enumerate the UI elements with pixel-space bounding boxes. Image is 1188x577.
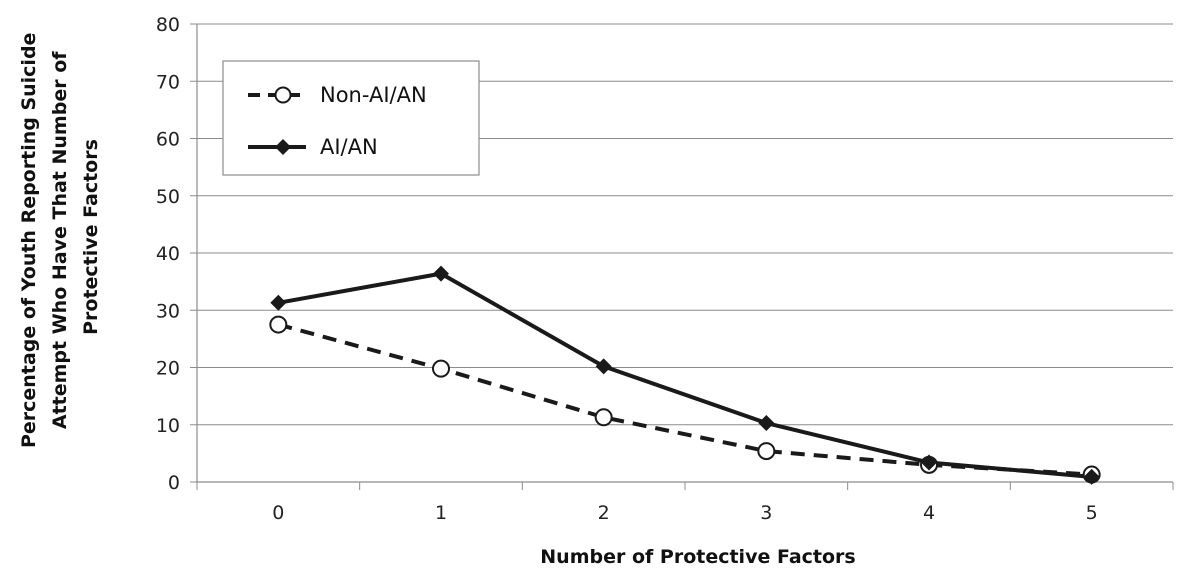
y-axis-title-line-3: Protective Factors — [80, 139, 102, 335]
series-lines — [270, 266, 1099, 485]
point-ai-an-0 — [270, 295, 286, 311]
point-ai-an-1 — [433, 266, 449, 282]
series-line-ai-an — [278, 274, 1091, 477]
series-line-non-ai-an — [278, 325, 1091, 475]
y-tick-label-80: 80 — [156, 14, 180, 36]
y-tick-label-0: 0 — [168, 472, 180, 494]
y-tick-label-70: 70 — [156, 71, 180, 93]
x-tick-label-0: 0 — [272, 502, 284, 524]
y-tick-label-40: 40 — [156, 243, 180, 265]
legend-label-ai-an: AI/AN — [320, 135, 378, 159]
y-tick-label-30: 30 — [156, 300, 180, 322]
legend-swatch-marker-non-ai-an — [276, 88, 291, 103]
point-non-ai-an-1 — [433, 361, 449, 377]
y-tick-label-60: 60 — [156, 129, 180, 151]
x-tick-label-5: 5 — [1086, 502, 1098, 524]
point-non-ai-an-3 — [758, 443, 774, 459]
x-tick-label-4: 4 — [923, 502, 935, 524]
point-non-ai-an-2 — [596, 409, 612, 425]
y-tick-label-10: 10 — [156, 415, 180, 437]
y-axis-title: Percentage of Youth Reporting Suicide At… — [18, 26, 102, 448]
x-tick-label-3: 3 — [760, 502, 772, 524]
point-non-ai-an-0 — [270, 317, 286, 333]
y-axis-title-line-1: Percentage of Youth Reporting Suicide — [18, 33, 40, 448]
y-tick-label-20: 20 — [156, 358, 180, 380]
x-tick-label-1: 1 — [435, 502, 447, 524]
legend: Non-AI/AN AI/AN — [223, 61, 479, 175]
x-tick-label-2: 2 — [598, 502, 610, 524]
y-tick-label-50: 50 — [156, 186, 180, 208]
legend-label-non-ai-an: Non-AI/AN — [320, 83, 427, 107]
x-axis-title: Number of Protective Factors — [540, 546, 855, 568]
y-axis-title-line-2: Attempt Who Have That Number of — [49, 51, 71, 429]
point-ai-an-3 — [758, 415, 774, 431]
point-ai-an-2 — [596, 358, 612, 374]
